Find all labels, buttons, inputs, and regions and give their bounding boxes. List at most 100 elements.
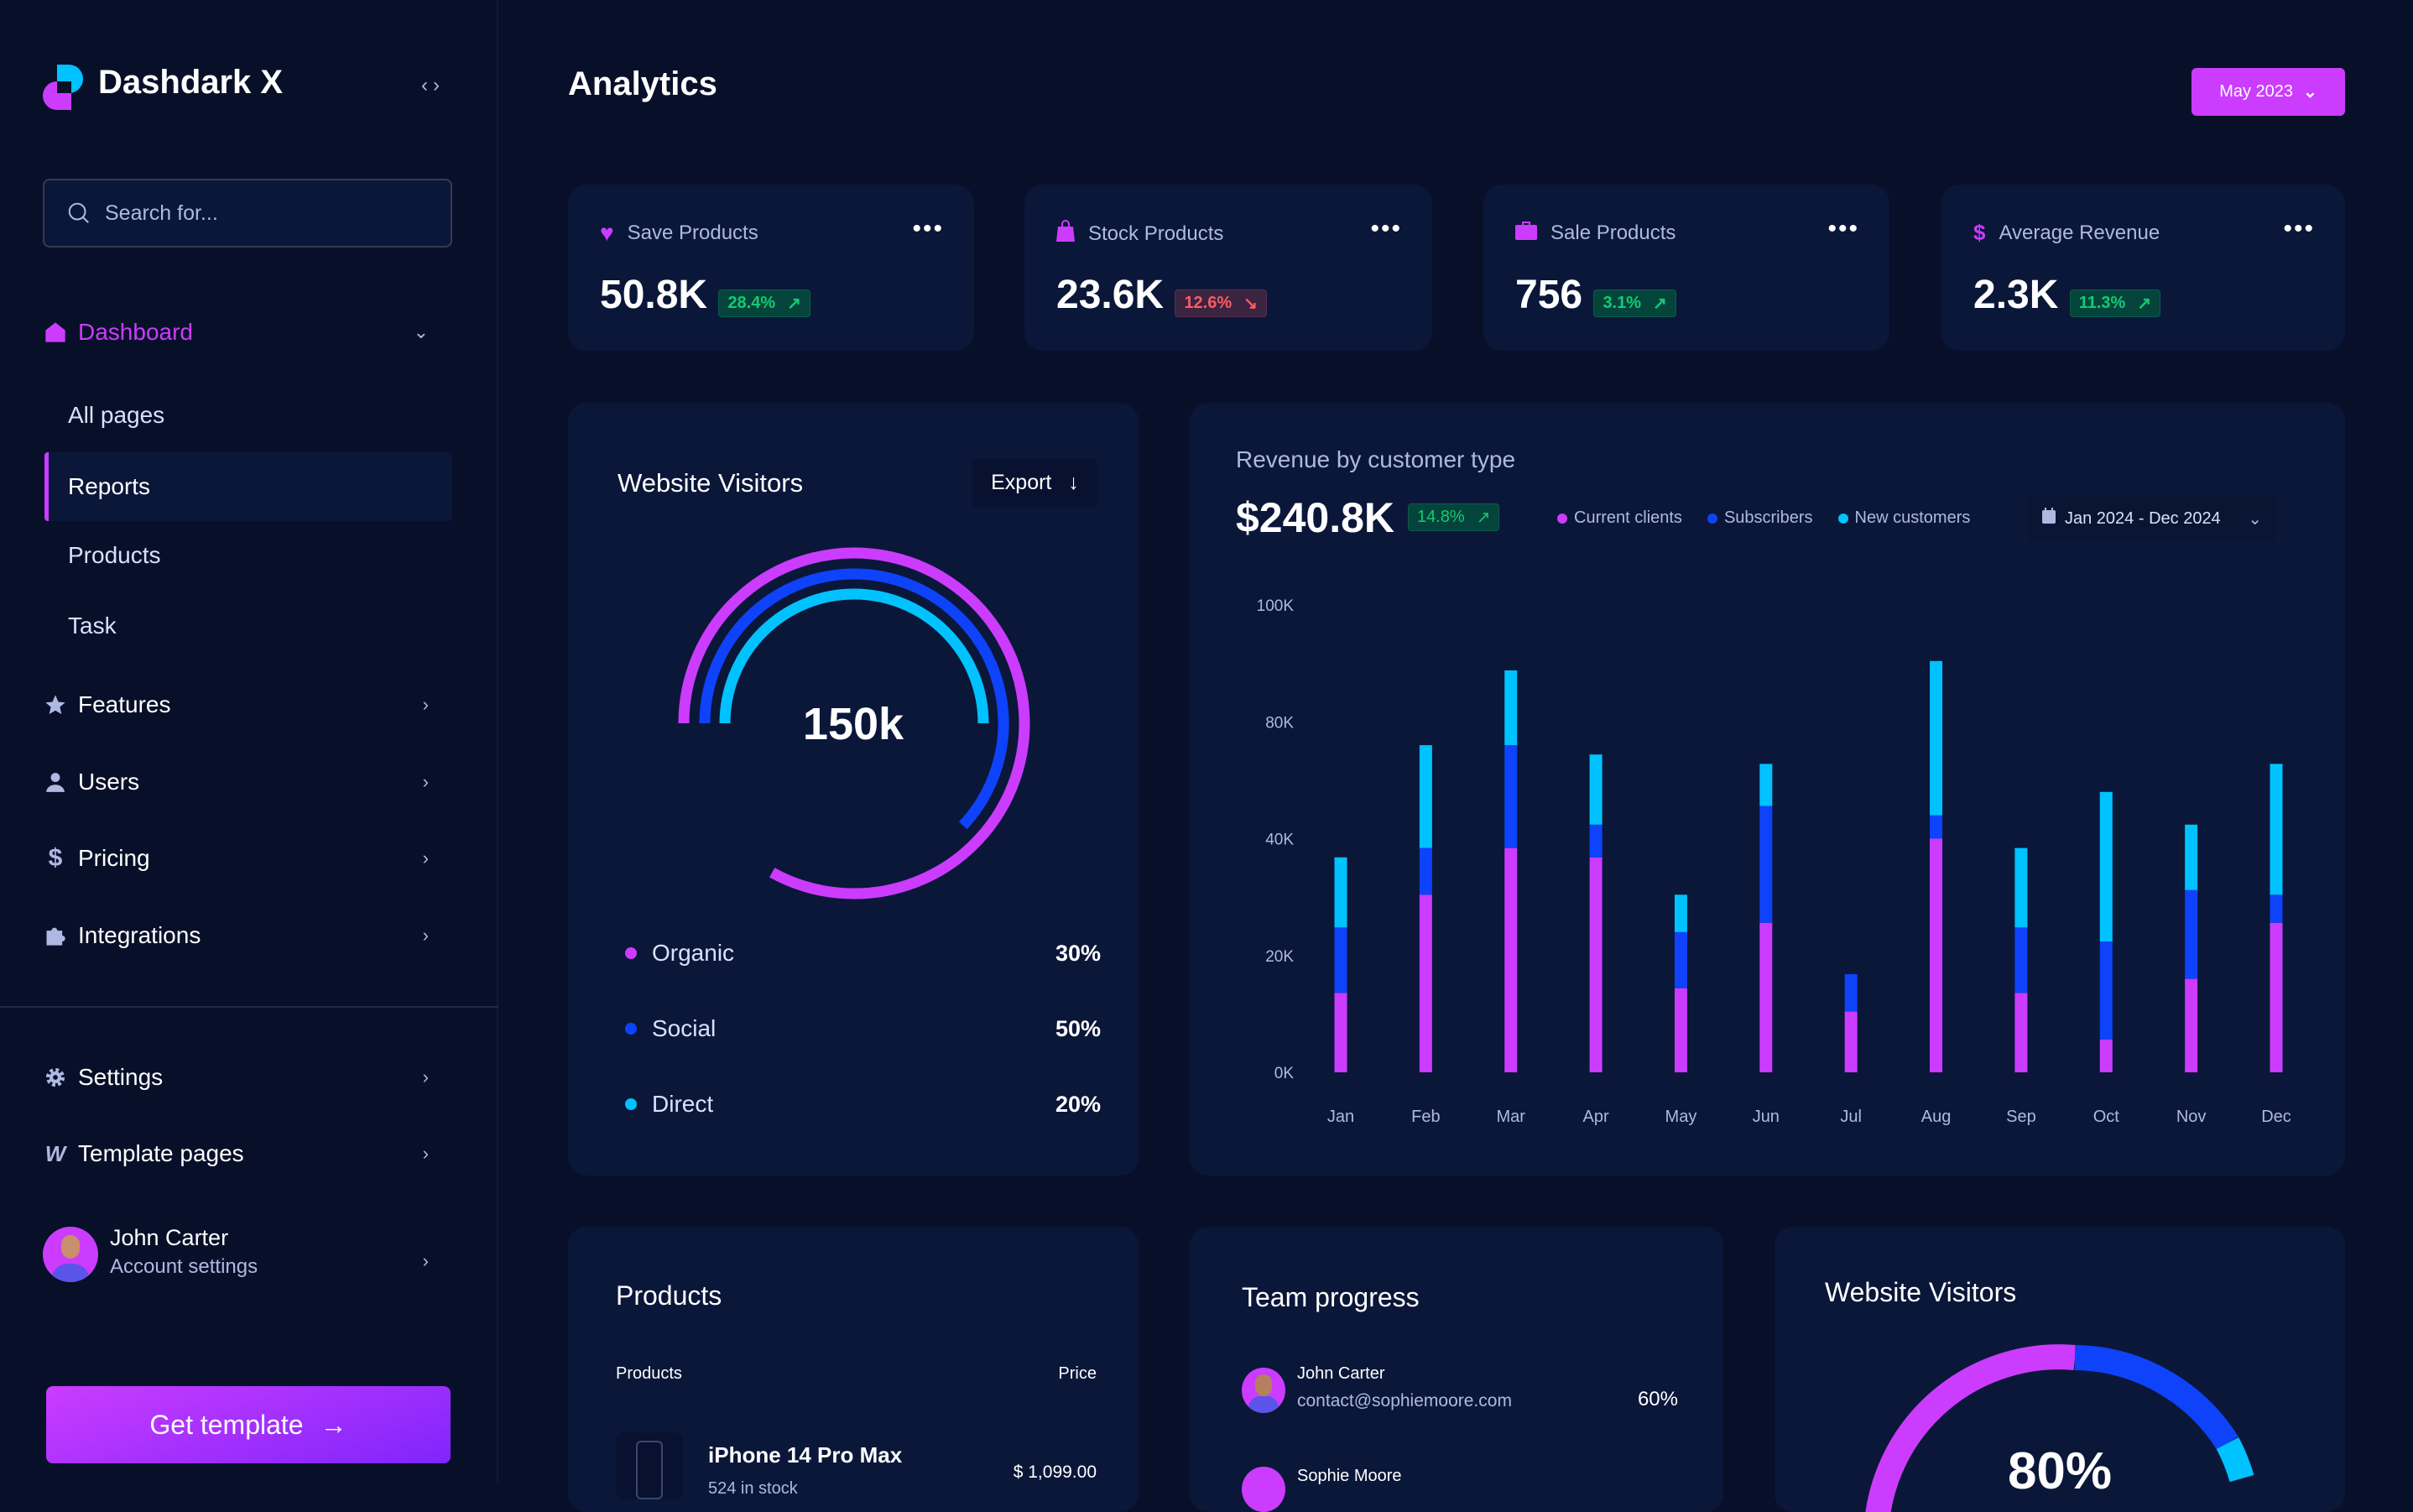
bar-apr-subscribers (1589, 824, 1603, 858)
page-title: Analytics (568, 65, 717, 102)
change-badge: 3.1% ↗ (1593, 289, 1676, 317)
arrow-down-icon: ↓ (1068, 471, 1079, 494)
home-icon (43, 320, 68, 345)
bar-sep-subscribers (2014, 927, 2028, 993)
stat-label: Stock Products (1088, 222, 1224, 245)
column-header-price: Price (1058, 1364, 1097, 1383)
gauge-value: 80% (2007, 1442, 2113, 1500)
bar-oct-new-customers (2099, 791, 2113, 942)
x-tick-label: Feb (1411, 1108, 1440, 1126)
gauge-segment-cyan (2216, 1436, 2254, 1483)
sidebar-item-users[interactable]: Users › (43, 753, 452, 811)
stat-card-average-revenue: $ Average Revenue ••• 2.3K 11.3% ↗ (1941, 185, 2345, 351)
legend-social: Social 50% (625, 1015, 1101, 1042)
stat-card-sale-products: Sale Products ••• 756 3.1% ↗ (1483, 185, 1889, 351)
stat-value: 50.8K (600, 273, 708, 317)
visitors-ring-chart (678, 547, 1030, 899)
y-tick-label: 100K (1257, 597, 1295, 615)
date-picker-button[interactable]: May 2023 ⌄ (2192, 68, 2345, 116)
sidebar-sub-all-pages[interactable]: All pages (68, 402, 165, 428)
legend-dot (625, 947, 637, 959)
chevron-right-icon: › (422, 1066, 429, 1087)
sidebar-item-label: Pricing (78, 845, 150, 871)
x-tick-label: Jan (1327, 1108, 1354, 1126)
webflow-icon: W (44, 1140, 66, 1166)
team-progress-card: Team progress John Carter contact@sophie… (1190, 1227, 1723, 1512)
stat-card-save-products: ♥ Save Products ••• 50.8K 28.4% ↗ (568, 185, 974, 351)
dollar-icon: $ (1973, 220, 1986, 245)
more-options-icon[interactable]: ••• (1370, 215, 1402, 242)
chart-legend: Current clients Subscribers New customer… (1557, 508, 1970, 528)
card-title: Revenue by customer type (1236, 446, 1516, 472)
avatar (1242, 1467, 1285, 1512)
member-name: Sophie Moore (1297, 1467, 1402, 1485)
bar-feb-new-customers (1419, 745, 1432, 848)
product-price: $ 1,099.00 (1013, 1462, 1097, 1482)
member-name: John Carter (1297, 1364, 1385, 1383)
search-icon (68, 202, 89, 223)
export-button[interactable]: Export ↓ (972, 458, 1097, 508)
sidebar-item-features[interactable]: Features › (43, 675, 452, 734)
products-card: Products Products Price iPhone 14 Pro Ma… (568, 1227, 1139, 1512)
chevron-right-icon: › (422, 1250, 429, 1271)
arrow-up-right-icon: ↗ (2137, 295, 2152, 313)
bar-feb-subscribers (1419, 847, 1432, 895)
search-box[interactable] (43, 179, 452, 248)
bar-oct-subscribers (2099, 941, 2113, 1040)
sidebar-item-dashboard[interactable]: Dashboard ⌄ (43, 303, 452, 362)
x-tick-label: May (1665, 1108, 1697, 1126)
sidebar-divider (0, 1006, 498, 1008)
y-tick-label: 40K (1265, 832, 1294, 849)
table-row[interactable]: iPhone 14 Pro Max 524 in stock $ 1,099.0… (616, 1432, 1097, 1499)
more-options-icon[interactable]: ••• (912, 215, 944, 242)
website-visitors-card: Website Visitors Export ↓ 150k Organic 30%… (568, 403, 1139, 1176)
gauge-segment-blue (2074, 1345, 2238, 1451)
sidebar-item-label: Template pages (78, 1140, 244, 1166)
collapse-toggle-icon[interactable]: ‹› (421, 74, 445, 96)
bar-may-subscribers (1674, 931, 1687, 988)
stat-value: 23.6K (1056, 273, 1165, 317)
legend-subscribers: Subscribers (1707, 508, 1813, 528)
chevron-right-icon: › (422, 694, 429, 715)
sidebar-sub-task[interactable]: Task (68, 613, 117, 639)
sidebar-item-pricing[interactable]: $ Pricing › (43, 829, 452, 888)
sidebar-item-template-pages[interactable]: W Template pages › (43, 1124, 452, 1183)
account-settings-link[interactable]: John Carter Account settings › (43, 1225, 452, 1284)
bar-mar-subscribers (1504, 745, 1518, 848)
legend-dot (625, 1098, 637, 1110)
visitors-total: 150k (802, 699, 904, 749)
bar-oct-current-clients (2099, 1040, 2113, 1072)
chevron-right-icon: › (422, 771, 429, 792)
change-badge: 28.4% ↗ (718, 289, 810, 317)
bar-feb-current-clients (1419, 894, 1432, 1072)
x-tick-label: Aug (1921, 1108, 1952, 1126)
sidebar-item-settings[interactable]: Settings › (43, 1048, 452, 1107)
heart-icon: ♥ (600, 220, 614, 246)
more-options-icon[interactable]: ••• (1827, 215, 1859, 242)
chevron-down-icon: ⌄ (2248, 509, 2262, 529)
export-label: Export (991, 471, 1052, 494)
sidebar-sub-products[interactable]: Products (68, 542, 161, 568)
sidebar-item-integrations[interactable]: Integrations › (43, 906, 452, 965)
ring-organic (678, 547, 1030, 899)
ring-direct (719, 588, 989, 724)
get-template-button[interactable]: Get template → (46, 1386, 451, 1463)
bar-apr-current-clients (1589, 857, 1603, 1072)
change-badge: 11.3% ↗ (2069, 289, 2161, 317)
briefcase-icon (1515, 220, 1537, 246)
bar-aug-subscribers (1930, 815, 1943, 839)
bar-may-new-customers (1674, 894, 1687, 932)
more-options-icon[interactable]: ••• (2283, 215, 2315, 242)
x-tick-label: Mar (1497, 1108, 1526, 1126)
bar-sep-current-clients (2014, 993, 2028, 1072)
date-range-select[interactable]: Jan 2024 - Dec 2024 ⌄ (2028, 495, 2277, 542)
bar-nov-subscribers (2185, 889, 2198, 979)
legend-direct: Direct 20% (625, 1091, 1101, 1118)
y-tick-label: 0K (1274, 1065, 1295, 1082)
revenue-bar-chart: 0K 20K 40K 80K 100K Jan Feb Mar Apr May Jun Jul Aug S… (1257, 597, 2291, 1126)
x-tick-label: Jun (1753, 1108, 1780, 1126)
search-input[interactable] (105, 201, 424, 226)
phone-icon (616, 1432, 683, 1499)
sidebar-sub-reports[interactable]: Reports (44, 452, 452, 521)
bar-jan-current-clients (1334, 993, 1347, 1072)
